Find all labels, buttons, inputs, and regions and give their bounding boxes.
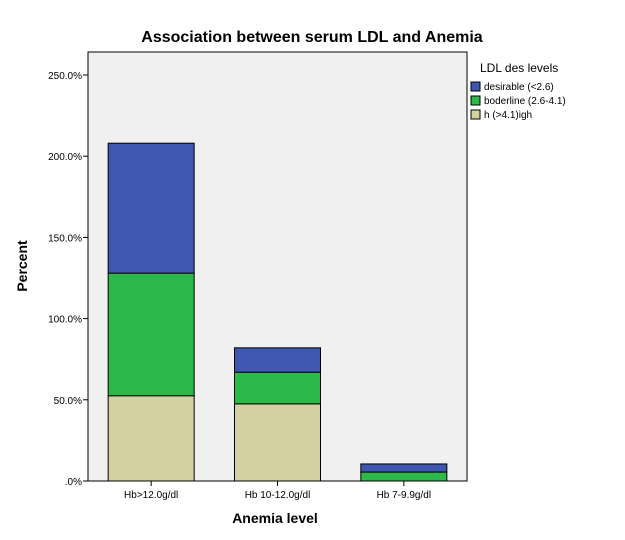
- bar-segment: [234, 403, 321, 482]
- legend: LDL des levels desirable (<2.6) boderline…: [470, 61, 566, 121]
- x-tick-label: Hb>12.0g/dl: [124, 490, 178, 501]
- y-axis: .0% 50.0% 100.0% 150.0% 200.0% 250.0%: [48, 71, 88, 488]
- bars-group: [107, 142, 448, 482]
- x-axis: Hb>12.0g/dl Hb 10-12.0g/dl Hb 7-9.9g/dl: [124, 481, 431, 501]
- legend-label: boderline (2.6-4.1): [484, 96, 566, 107]
- y-tick-label: .0%: [65, 477, 82, 488]
- bar-segment: [234, 347, 321, 373]
- x-axis-title: Anemia level: [232, 510, 318, 526]
- legend-title: LDL des levels: [480, 61, 558, 75]
- bar-segment: [360, 471, 448, 482]
- chart-title: Association between serum LDL and Anemia: [141, 29, 483, 46]
- bar-segment: [234, 371, 321, 405]
- legend-swatch: [470, 109, 481, 120]
- x-tick-label: Hb 10-12.0g/dl: [245, 490, 311, 501]
- legend-swatch: [470, 95, 481, 106]
- bar-segment: [107, 272, 195, 397]
- y-tick-label: 100.0%: [48, 315, 82, 326]
- legend-label: desirable (<2.6): [484, 82, 554, 93]
- legend-label: h (>4.1)igh: [484, 110, 532, 121]
- bar-segment: [360, 463, 448, 473]
- bar-segment: [107, 142, 195, 274]
- y-tick-label: 150.0%: [48, 233, 82, 244]
- y-tick-label: 50.0%: [54, 396, 82, 407]
- x-tick-label: Hb 7-9.9g/dl: [377, 490, 431, 501]
- y-tick-label: 250.0%: [48, 71, 82, 82]
- y-tick-label: 200.0%: [48, 152, 82, 163]
- bar-segment: [107, 395, 195, 482]
- legend-swatch: [470, 81, 481, 92]
- y-axis-title: Percent: [14, 240, 30, 292]
